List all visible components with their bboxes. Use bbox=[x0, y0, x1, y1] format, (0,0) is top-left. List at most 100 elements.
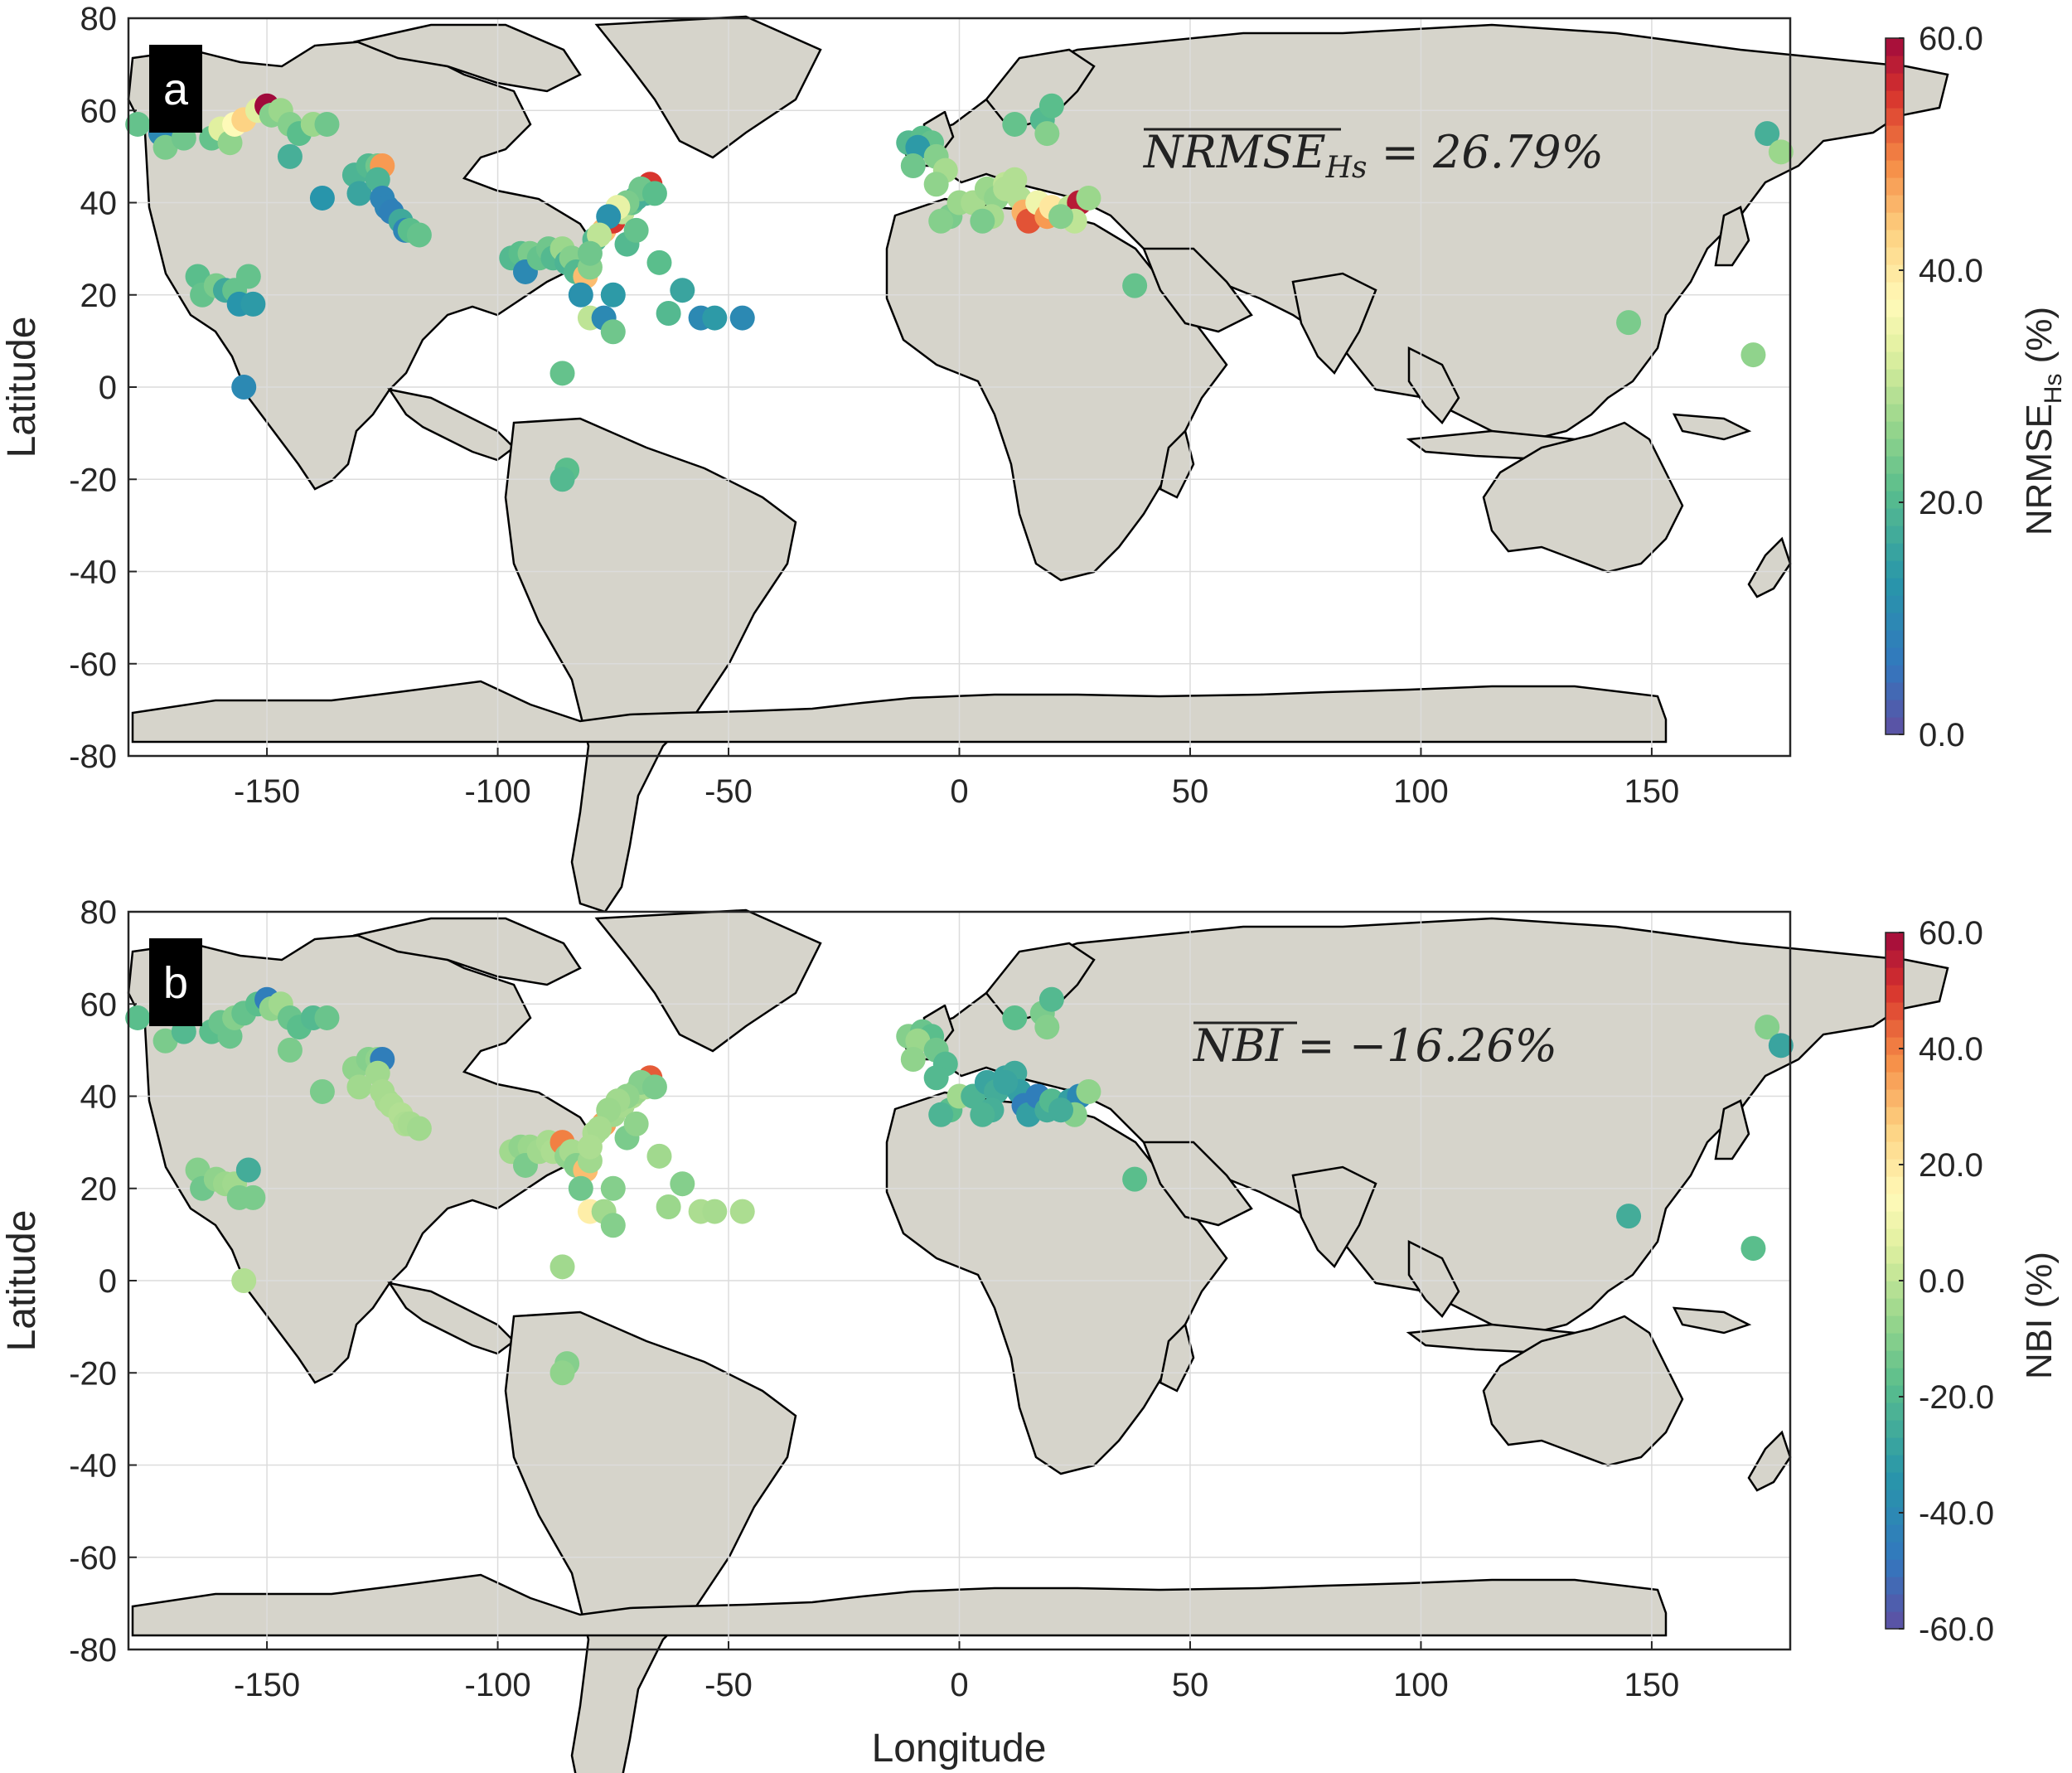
y-tick-label: 20 bbox=[80, 1171, 118, 1208]
colorbar-segment bbox=[1886, 438, 1904, 457]
station-point bbox=[577, 1134, 603, 1160]
station-point bbox=[596, 1097, 622, 1123]
station-point bbox=[235, 1157, 261, 1183]
x-axis-label: Longitude bbox=[872, 1727, 1047, 1771]
colorbar-segment bbox=[1886, 1333, 1904, 1351]
station-point bbox=[1048, 204, 1074, 230]
station-point bbox=[596, 204, 622, 230]
y-tick-label: -20 bbox=[69, 1355, 117, 1392]
station-point bbox=[656, 1194, 681, 1219]
y-tick-label: -60 bbox=[69, 1540, 117, 1577]
panel-letter-box bbox=[149, 938, 202, 1026]
colorbar-segment bbox=[1886, 1524, 1904, 1543]
station-point bbox=[231, 1268, 257, 1293]
station-point bbox=[568, 282, 593, 308]
colorbar-segment bbox=[1886, 526, 1904, 544]
station-point bbox=[928, 208, 954, 234]
station-point bbox=[646, 249, 672, 275]
colorbar-segment bbox=[1886, 160, 1904, 178]
colorbar-segment bbox=[1886, 1611, 1904, 1630]
station-point bbox=[1740, 1236, 1766, 1262]
colorbar-segment bbox=[1886, 125, 1904, 143]
station-point bbox=[923, 1065, 949, 1091]
colorbar-segment bbox=[1886, 1455, 1904, 1473]
colorbar-segment bbox=[1886, 950, 1904, 968]
colorbar-segment bbox=[1886, 1159, 1904, 1177]
colorbar-tick-label: 40.0 bbox=[1919, 253, 1983, 289]
colorbar-tick-label: 20.0 bbox=[1919, 485, 1983, 521]
colorbar-tick-label: 60.0 bbox=[1919, 915, 1983, 952]
panel-letter-box bbox=[149, 45, 202, 133]
x-tick-label: 150 bbox=[1624, 1667, 1680, 1703]
station-point bbox=[600, 1213, 626, 1238]
y-tick-label: 80 bbox=[80, 1, 118, 37]
colorbar-tick-label: 40.0 bbox=[1919, 1031, 1983, 1068]
station-point bbox=[993, 1069, 1019, 1095]
colorbar-segment bbox=[1886, 682, 1904, 700]
station-point bbox=[928, 1102, 954, 1127]
colorbar-segment bbox=[1886, 647, 1904, 666]
station-point bbox=[406, 1116, 432, 1141]
panel-b: -150 -100 -50 0 50 100 150 -80 -60 -40 -20 0 20 40 60 8… bbox=[0, 894, 2060, 1773]
station-point bbox=[1768, 1033, 1794, 1058]
y-tick-label: 40 bbox=[80, 1079, 118, 1116]
station-point bbox=[623, 1111, 649, 1136]
panel-letter: b bbox=[163, 958, 188, 1008]
colorbar-segment bbox=[1886, 230, 1904, 248]
station-point bbox=[587, 1116, 612, 1141]
colorbar-segment bbox=[1886, 473, 1904, 492]
x-tick-label: 100 bbox=[1393, 1667, 1449, 1703]
station-point bbox=[277, 1037, 303, 1063]
y-tick-label: 20 bbox=[80, 278, 118, 314]
station-point bbox=[1768, 139, 1794, 165]
station-point bbox=[125, 1005, 151, 1030]
colorbar-segment bbox=[1886, 264, 1904, 283]
station-point bbox=[1076, 185, 1101, 211]
x-tick-label: 0 bbox=[950, 1667, 968, 1703]
station-point bbox=[152, 134, 178, 160]
colorbar-segment bbox=[1886, 421, 1904, 439]
colorbar-segment bbox=[1886, 1141, 1904, 1160]
colorbar-segment bbox=[1886, 386, 1904, 404]
station-point bbox=[240, 1184, 266, 1210]
colorbar-label-main: NRMSE bbox=[2019, 404, 2060, 535]
colorbar-tick-label: 0.0 bbox=[1919, 717, 1965, 753]
station-point bbox=[970, 208, 995, 234]
colorbar-segment bbox=[1886, 1437, 1904, 1456]
station-point bbox=[600, 319, 626, 345]
colorbar-segment bbox=[1886, 1072, 1904, 1090]
colorbar-segment bbox=[1886, 1246, 1904, 1264]
station-point bbox=[702, 1199, 728, 1224]
panel-a: -150 -100 -50 0 50 100 150 -80 -60 -40 -20 0 20 40 60 8… bbox=[0, 1, 2067, 913]
station-point bbox=[125, 111, 151, 137]
station-point bbox=[314, 1005, 340, 1030]
y-tick-label: 60 bbox=[80, 986, 118, 1023]
y-tick-label: -80 bbox=[69, 1632, 117, 1669]
station-point bbox=[406, 222, 432, 248]
station-point bbox=[309, 1078, 335, 1104]
y-tick-label: 40 bbox=[80, 186, 118, 222]
station-point bbox=[1076, 1078, 1101, 1104]
colorbar-segment bbox=[1886, 299, 1904, 317]
station-point bbox=[923, 172, 949, 197]
colorbar-segment bbox=[1886, 1402, 1904, 1421]
colorbar-segment bbox=[1886, 1228, 1904, 1247]
x-tick-label: -150 bbox=[234, 1667, 300, 1703]
y-tick-label: 0 bbox=[99, 1263, 117, 1300]
colorbar-label-unit: (%) bbox=[2019, 307, 2060, 374]
colorbar-segment bbox=[1886, 108, 1904, 126]
station-point bbox=[600, 1175, 626, 1201]
station-point bbox=[235, 264, 261, 289]
y-tick-label: -40 bbox=[69, 1448, 117, 1485]
station-point bbox=[152, 1028, 178, 1054]
station-point bbox=[1048, 1097, 1074, 1123]
station-point bbox=[970, 1102, 995, 1127]
station-point bbox=[277, 143, 303, 169]
station-point bbox=[900, 153, 926, 178]
colorbar-segment bbox=[1886, 1594, 1904, 1612]
colorbar-segment bbox=[1886, 1507, 1904, 1525]
station-point bbox=[1002, 1005, 1028, 1030]
colorbar-label-sub: Hs bbox=[2040, 374, 2067, 404]
station-point bbox=[1034, 121, 1060, 147]
stat-value: = 26.79% bbox=[1368, 126, 1604, 178]
